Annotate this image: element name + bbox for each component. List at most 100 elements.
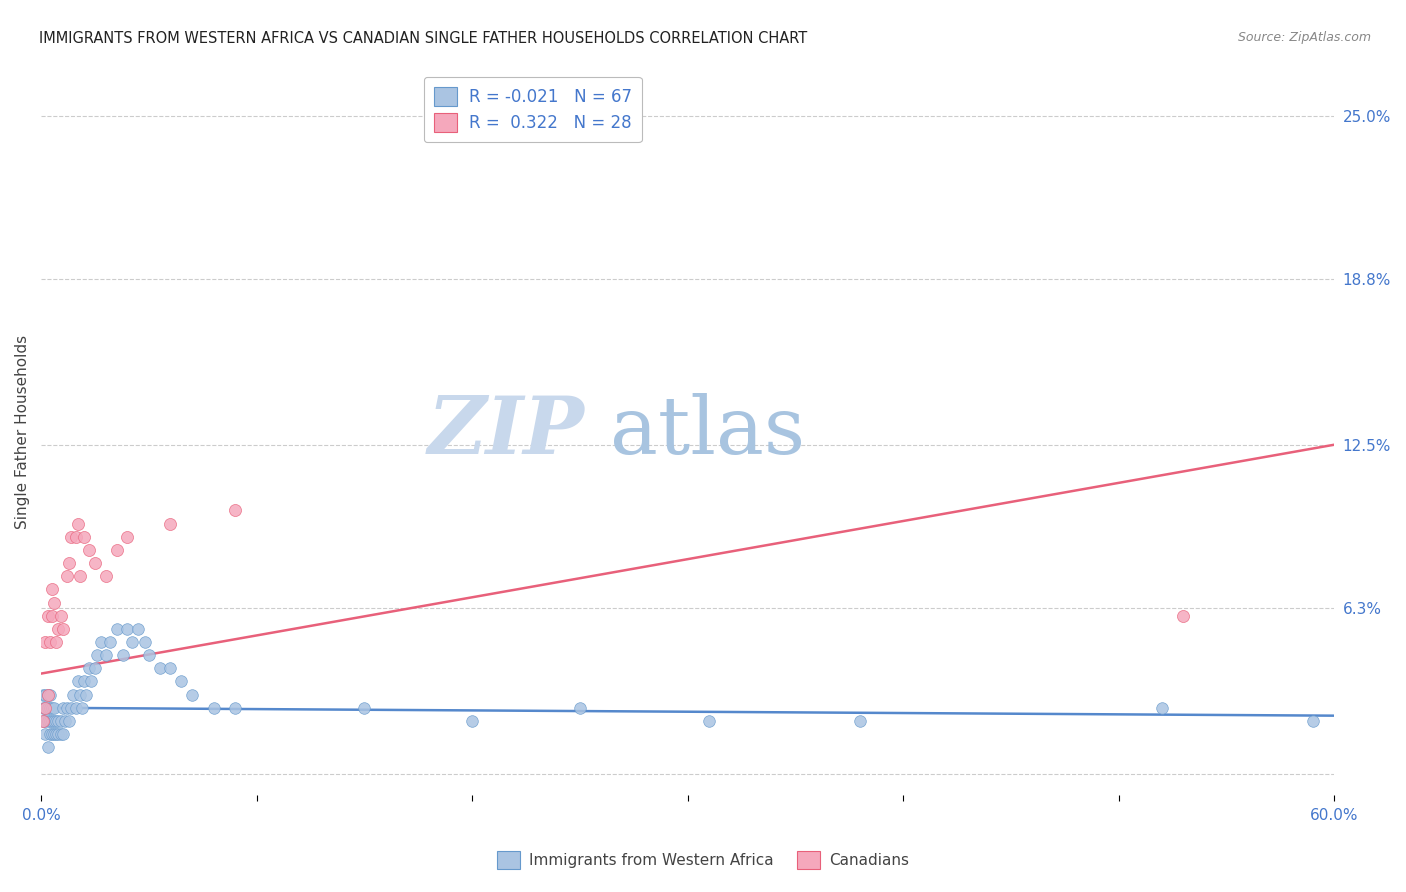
Point bbox=[134, 635, 156, 649]
Point bbox=[37, 740, 59, 755]
Point bbox=[58, 556, 80, 570]
Point bbox=[56, 700, 79, 714]
Point bbox=[170, 674, 193, 689]
Point bbox=[41, 700, 63, 714]
Point bbox=[75, 688, 97, 702]
Point bbox=[224, 700, 246, 714]
Point bbox=[202, 700, 225, 714]
Point bbox=[98, 635, 121, 649]
Point bbox=[111, 648, 134, 662]
Point bbox=[32, 714, 55, 728]
Point bbox=[65, 530, 87, 544]
Point bbox=[37, 608, 59, 623]
Point bbox=[38, 635, 60, 649]
Point bbox=[41, 714, 63, 728]
Point bbox=[77, 661, 100, 675]
Point bbox=[86, 648, 108, 662]
Point bbox=[1302, 714, 1324, 728]
Point bbox=[34, 688, 56, 702]
Point bbox=[1150, 700, 1173, 714]
Point bbox=[32, 688, 55, 702]
Point bbox=[62, 688, 84, 702]
Point bbox=[697, 714, 720, 728]
Point bbox=[42, 700, 65, 714]
Point bbox=[105, 622, 128, 636]
Text: IMMIGRANTS FROM WESTERN AFRICA VS CANADIAN SINGLE FATHER HOUSEHOLDS CORRELATION : IMMIGRANTS FROM WESTERN AFRICA VS CANADI… bbox=[39, 31, 807, 46]
Point bbox=[117, 622, 139, 636]
Point bbox=[461, 714, 484, 728]
Point bbox=[121, 635, 143, 649]
Point bbox=[105, 543, 128, 558]
Point bbox=[49, 727, 72, 741]
Point bbox=[32, 714, 55, 728]
Point bbox=[32, 700, 55, 714]
Legend: Immigrants from Western Africa, Canadians: Immigrants from Western Africa, Canadian… bbox=[491, 845, 915, 875]
Point bbox=[127, 622, 149, 636]
Point bbox=[90, 635, 112, 649]
Point bbox=[224, 503, 246, 517]
Legend: R = -0.021   N = 67, R =  0.322   N = 28: R = -0.021 N = 67, R = 0.322 N = 28 bbox=[423, 77, 641, 142]
Point bbox=[58, 714, 80, 728]
Point bbox=[77, 543, 100, 558]
Point bbox=[37, 700, 59, 714]
Point bbox=[41, 608, 63, 623]
Point bbox=[568, 700, 591, 714]
Point bbox=[138, 648, 160, 662]
Point bbox=[94, 569, 117, 583]
Point bbox=[84, 556, 107, 570]
Point bbox=[34, 700, 56, 714]
Point bbox=[48, 622, 70, 636]
Point bbox=[66, 516, 89, 531]
Point bbox=[37, 688, 59, 702]
Point bbox=[49, 714, 72, 728]
Point bbox=[69, 688, 91, 702]
Point bbox=[79, 674, 101, 689]
Point bbox=[38, 700, 60, 714]
Point bbox=[353, 700, 375, 714]
Point bbox=[41, 582, 63, 597]
Point bbox=[45, 714, 67, 728]
Text: atlas: atlas bbox=[610, 392, 806, 471]
Point bbox=[73, 674, 96, 689]
Point bbox=[38, 688, 60, 702]
Point bbox=[70, 700, 93, 714]
Point bbox=[38, 727, 60, 741]
Point bbox=[48, 714, 70, 728]
Point bbox=[52, 700, 75, 714]
Point bbox=[849, 714, 872, 728]
Point bbox=[60, 700, 83, 714]
Point bbox=[52, 622, 75, 636]
Point bbox=[45, 635, 67, 649]
Point bbox=[34, 727, 56, 741]
Point bbox=[45, 727, 67, 741]
Point bbox=[56, 569, 79, 583]
Point bbox=[37, 714, 59, 728]
Point bbox=[117, 530, 139, 544]
Point bbox=[159, 661, 181, 675]
Point bbox=[41, 727, 63, 741]
Point bbox=[66, 674, 89, 689]
Point bbox=[38, 714, 60, 728]
Point bbox=[181, 688, 204, 702]
Point bbox=[34, 635, 56, 649]
Text: Source: ZipAtlas.com: Source: ZipAtlas.com bbox=[1237, 31, 1371, 45]
Point bbox=[69, 569, 91, 583]
Point bbox=[149, 661, 172, 675]
Point bbox=[73, 530, 96, 544]
Point bbox=[42, 727, 65, 741]
Point bbox=[34, 700, 56, 714]
Point bbox=[94, 648, 117, 662]
Point bbox=[65, 700, 87, 714]
Point bbox=[84, 661, 107, 675]
Point bbox=[159, 516, 181, 531]
Point bbox=[42, 596, 65, 610]
Point bbox=[42, 714, 65, 728]
Point bbox=[37, 688, 59, 702]
Point bbox=[52, 727, 75, 741]
Point bbox=[60, 530, 83, 544]
Point bbox=[48, 727, 70, 741]
Y-axis label: Single Father Households: Single Father Households bbox=[15, 334, 30, 529]
Point bbox=[53, 714, 76, 728]
Text: ZIP: ZIP bbox=[427, 392, 585, 470]
Point bbox=[34, 714, 56, 728]
